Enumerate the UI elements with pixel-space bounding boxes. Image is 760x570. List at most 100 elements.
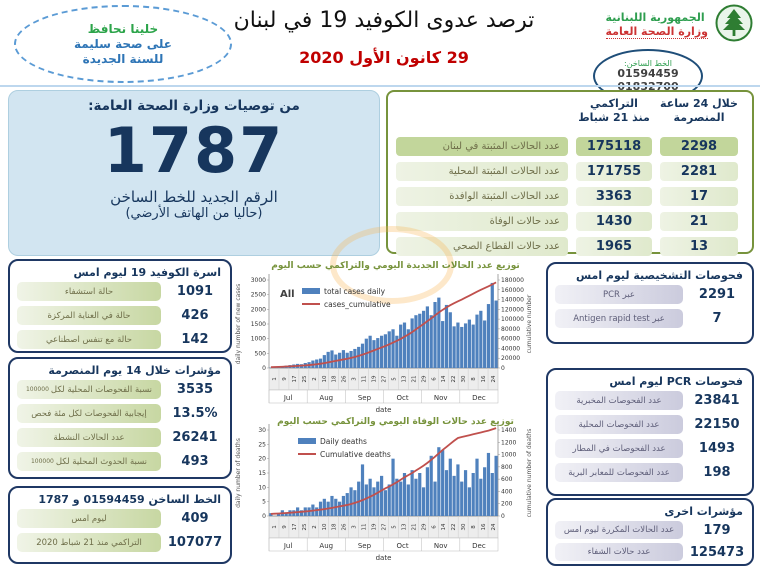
diagnostic-tests-panel: فحوصات التشخيصية ليوم امس عبر PCR 2291 ع… [546, 262, 754, 344]
new-hotline-number: 1787 [103, 114, 285, 187]
svg-text:Nov: Nov [434, 394, 448, 402]
stat-row: عبر Antigen rapid test 7 [555, 309, 745, 328]
table-row-cumulative: 175118 [576, 137, 652, 156]
page-title: ترصد عدوى الكوفيد 19 في لبنان [233, 8, 535, 33]
new-hotline-caption: الرقم الجديد للخط الساخن [110, 188, 278, 206]
stat-value: 125473 [689, 544, 745, 560]
svg-text:14: 14 [441, 375, 447, 382]
svg-text:25: 25 [258, 441, 266, 448]
svg-text:daily number of new cases: daily number of new cases [235, 284, 242, 365]
svg-text:500: 500 [255, 350, 267, 357]
stat-row: عبر PCR 2291 [555, 285, 745, 304]
svg-text:10: 10 [258, 484, 266, 491]
table-row-cumulative: 1965 [576, 237, 652, 256]
svg-text:2: 2 [312, 377, 318, 381]
svg-text:20000: 20000 [501, 355, 520, 362]
svg-text:0: 0 [262, 365, 266, 372]
stat-value: 22150 [694, 417, 740, 432]
svg-text:total cases daily: total cases daily [324, 287, 386, 296]
stat-label: ليوم امس [17, 509, 161, 528]
svg-text:140000: 140000 [501, 297, 524, 304]
other-indicators-panel: مؤشرات اخرى عدد الحالات المكررة ليوم امس… [546, 498, 754, 566]
header-spacer [396, 97, 568, 131]
svg-text:Oct: Oct [397, 394, 409, 402]
hotline-number-1: 01594459 [617, 66, 679, 80]
svg-text:daily number of deaths: daily number of deaths [235, 438, 242, 508]
svg-text:120000: 120000 [501, 306, 524, 313]
svg-text:25: 25 [302, 523, 308, 530]
stat-label: نسبة الفحوصات المحلية لكل 100000 [17, 380, 161, 399]
svg-text:17: 17 [292, 375, 298, 382]
svg-text:Aug: Aug [319, 394, 333, 402]
svg-text:Sep: Sep [358, 542, 372, 550]
svg-text:9: 9 [282, 525, 288, 529]
svg-text:Dec: Dec [472, 394, 486, 402]
stat-label: إيجابية الفحوصات لكل مئة فحص [17, 404, 161, 423]
svg-text:15: 15 [258, 470, 266, 477]
svg-text:Sep: Sep [358, 394, 372, 402]
stat-label: نسبة الحدوث المحلية لكل 100000 [17, 452, 161, 471]
stat-value: 409 [181, 511, 209, 526]
svg-text:24: 24 [491, 523, 497, 530]
svg-text:1200: 1200 [501, 439, 516, 446]
daily-cases-chart: 0 500 1000 1500 2000 2500 3000 0 20000 40000 60000… [235, 261, 533, 414]
svg-text:19: 19 [372, 375, 378, 382]
report-date: 29 كانون الأول 2020 [299, 48, 469, 67]
table-row-24h: 13 [660, 237, 738, 256]
svg-text:21: 21 [411, 524, 417, 531]
svg-text:Daily deaths: Daily deaths [320, 437, 367, 446]
svg-text:21: 21 [411, 376, 417, 383]
svg-text:date: date [376, 406, 392, 414]
stat-value: 23841 [694, 393, 740, 408]
column-header-24h: خلال 24 ساعة المنصرمة [660, 97, 738, 124]
svg-text:800: 800 [501, 464, 513, 471]
bubble-line1: خلينا نحافظ [87, 21, 159, 36]
stat-label: حالة مع تنفس اصطناعي [17, 330, 161, 349]
table-row-label: عدد الحالات المثبتة في لبنان [396, 137, 568, 156]
svg-text:9: 9 [282, 377, 288, 381]
svg-text:Nov: Nov [434, 542, 448, 550]
svg-text:16: 16 [481, 375, 487, 382]
svg-text:Cumulative deaths: Cumulative deaths [320, 450, 391, 459]
14day-indicators-panel: مؤشرات خلال 14 يوم المنصرمة نسبة الفحوصا… [8, 357, 232, 479]
svg-text:25: 25 [302, 375, 308, 382]
svg-text:توزيع عدد الحالات الجديدة اليو: توزيع عدد الحالات الجديدة اليومي والتراك… [271, 261, 520, 271]
svg-text:1500: 1500 [251, 321, 266, 328]
svg-text:13: 13 [401, 375, 407, 382]
svg-text:29: 29 [421, 375, 427, 382]
svg-text:11: 11 [362, 524, 368, 531]
stat-row: حالة مع تنفس اصطناعي 142 [17, 330, 223, 349]
table-row-24h: 2281 [660, 162, 738, 181]
table-row-label: عدد حالات القطاع الصحي [396, 237, 568, 256]
svg-text:0: 0 [501, 365, 505, 372]
stat-label: حالة استشفاء [17, 282, 161, 301]
svg-text:30: 30 [461, 523, 467, 530]
stat-row: حالة استشفاء 1091 [17, 282, 223, 301]
svg-text:Oct: Oct [397, 542, 409, 550]
stat-label: عدد الحالات المكررة ليوم امس [555, 521, 683, 539]
stat-row: عدد حالات الشفاء 125473 [555, 543, 745, 561]
table-row-cumulative: 1430 [576, 212, 652, 231]
stat-label: عدد الفحوصات للمعابر البرية [555, 463, 683, 482]
panel-title: مؤشرات خلال 14 يوم المنصرمة [48, 364, 221, 377]
svg-text:30: 30 [461, 375, 467, 382]
svg-text:27: 27 [382, 375, 388, 382]
svg-text:0: 0 [262, 513, 266, 520]
new-hotline-subcaption: (حاليا من الهاتف الأرضي) [125, 206, 263, 221]
svg-text:160000: 160000 [501, 287, 524, 294]
new-year-message-bubble: خلينا نحافظ على صحة سليمة للسنة الجديدة [14, 5, 232, 83]
table-row-label: عدد حالات الوفاة [396, 212, 568, 231]
svg-text:cumulative number: cumulative number [526, 294, 533, 353]
stat-label: عبر PCR [555, 285, 683, 304]
stat-row: نسبة الحدوث المحلية لكل 100000 493 [17, 452, 223, 471]
svg-text:26: 26 [342, 523, 348, 530]
stat-label: عدد الفحوصات في المطار [555, 439, 683, 458]
stat-label: عبر Antigen rapid test [555, 309, 683, 328]
stat-row: عدد الفحوصات المخبرية 23841 [555, 391, 745, 410]
svg-text:Jul: Jul [283, 542, 293, 550]
stat-row: عدد الفحوصات في المطار 1493 [555, 439, 745, 458]
svg-text:29: 29 [421, 523, 427, 530]
stat-label: عدد الحالات النشطة [17, 428, 161, 447]
new-hotline-panel: من توصيات وزارة الصحة العامة: 1787 الرقم… [8, 90, 380, 256]
